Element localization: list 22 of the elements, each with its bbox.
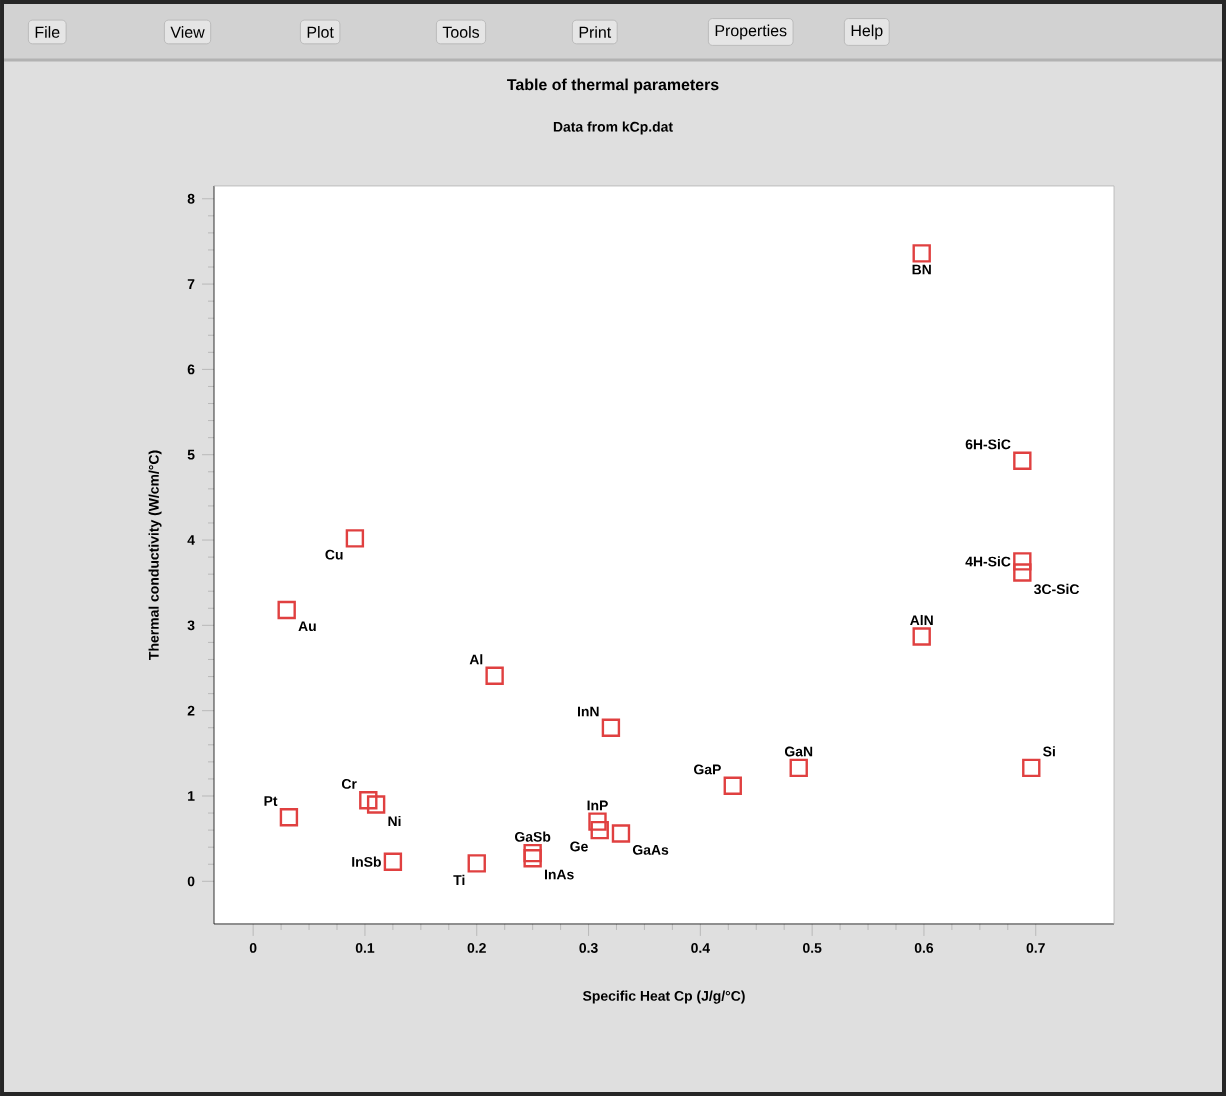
point <box>1022 758 1041 778</box>
point <box>789 758 808 778</box>
point <box>359 791 378 810</box>
point <box>467 854 486 873</box>
point <box>611 824 631 843</box>
point <box>588 812 607 831</box>
point <box>345 529 365 548</box>
point <box>279 808 299 827</box>
point <box>912 244 931 263</box>
point <box>523 849 542 868</box>
point <box>590 820 609 840</box>
point <box>366 795 386 814</box>
point <box>485 666 504 685</box>
point <box>1013 563 1032 582</box>
point <box>912 627 931 646</box>
point <box>277 600 296 620</box>
point <box>523 843 542 863</box>
point <box>601 718 621 737</box>
point <box>1013 451 1032 470</box>
point <box>383 852 403 871</box>
point <box>1013 552 1032 571</box>
point <box>723 776 742 795</box>
